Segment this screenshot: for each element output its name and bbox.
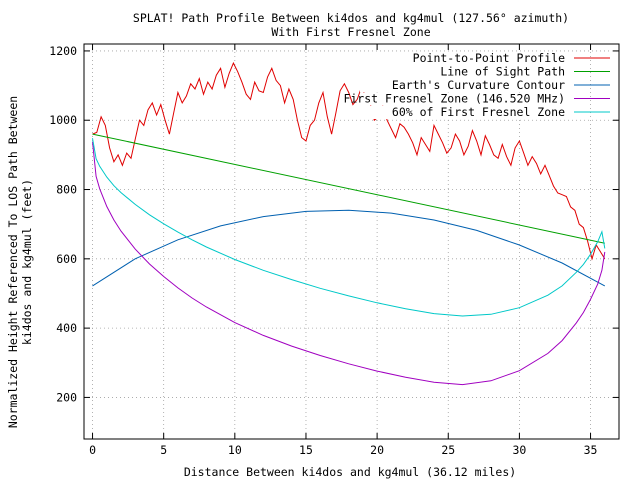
plot-frame [83, 43, 620, 440]
x-tick-label: 30 [512, 443, 526, 457]
y-axis-label-line-1: Normalized Height Referenced To LOS Path… [6, 96, 20, 428]
legend-label-background [360, 106, 576, 119]
y-tick-label: 600 [56, 252, 77, 266]
series-line-2 [92, 133, 605, 244]
series-line-1 [92, 61, 606, 261]
y-tick-label: 1200 [49, 44, 77, 58]
legend-label: First Fresnel Zone (146.520 MHz) [343, 92, 565, 106]
y-tick-label: 1000 [49, 113, 77, 127]
chart-title: SPLAT! Path Profile Between ki4dos and k… [133, 11, 569, 25]
chart-subtitle: With First Fresnel Zone [271, 25, 430, 39]
legend-label-background [360, 79, 576, 92]
y-axis-label-line-2: ki4dos and kg4mul (feet) [20, 179, 34, 345]
legend-label: 60% of First Fresnel Zone [392, 105, 565, 119]
series-line-3 [92, 209, 606, 287]
x-tick-label: 25 [441, 443, 455, 457]
x-tick-label: 20 [370, 443, 384, 457]
x-axis-label: Distance Between ki4dos and kg4mul (36.1… [184, 465, 516, 479]
legend-label-background [360, 92, 576, 106]
legend-label: Point-to-Point Profile [413, 51, 565, 65]
series-group [92, 61, 606, 386]
legend-label-background [360, 52, 576, 65]
axis-ticks: 0 5 10 15 20 25 30 35 200 400 600 800 1000 1200 [49, 44, 619, 457]
series-line-4 [92, 141, 606, 386]
y-tick-label: 800 [56, 183, 77, 197]
y-tick-label: 200 [56, 390, 77, 404]
x-tick-label: 35 [584, 443, 598, 457]
legend-label: Line of Sight Path [440, 65, 565, 79]
x-tick-label: 0 [89, 443, 96, 457]
x-tick-label: 5 [160, 443, 167, 457]
legend-label: Earth's Curvature Contour [392, 78, 565, 92]
y-tick-label: 400 [56, 321, 77, 335]
x-tick-label: 15 [299, 443, 313, 457]
legend-label-background [360, 65, 576, 79]
series-line-5 [92, 138, 606, 317]
x-tick-label: 10 [228, 443, 242, 457]
